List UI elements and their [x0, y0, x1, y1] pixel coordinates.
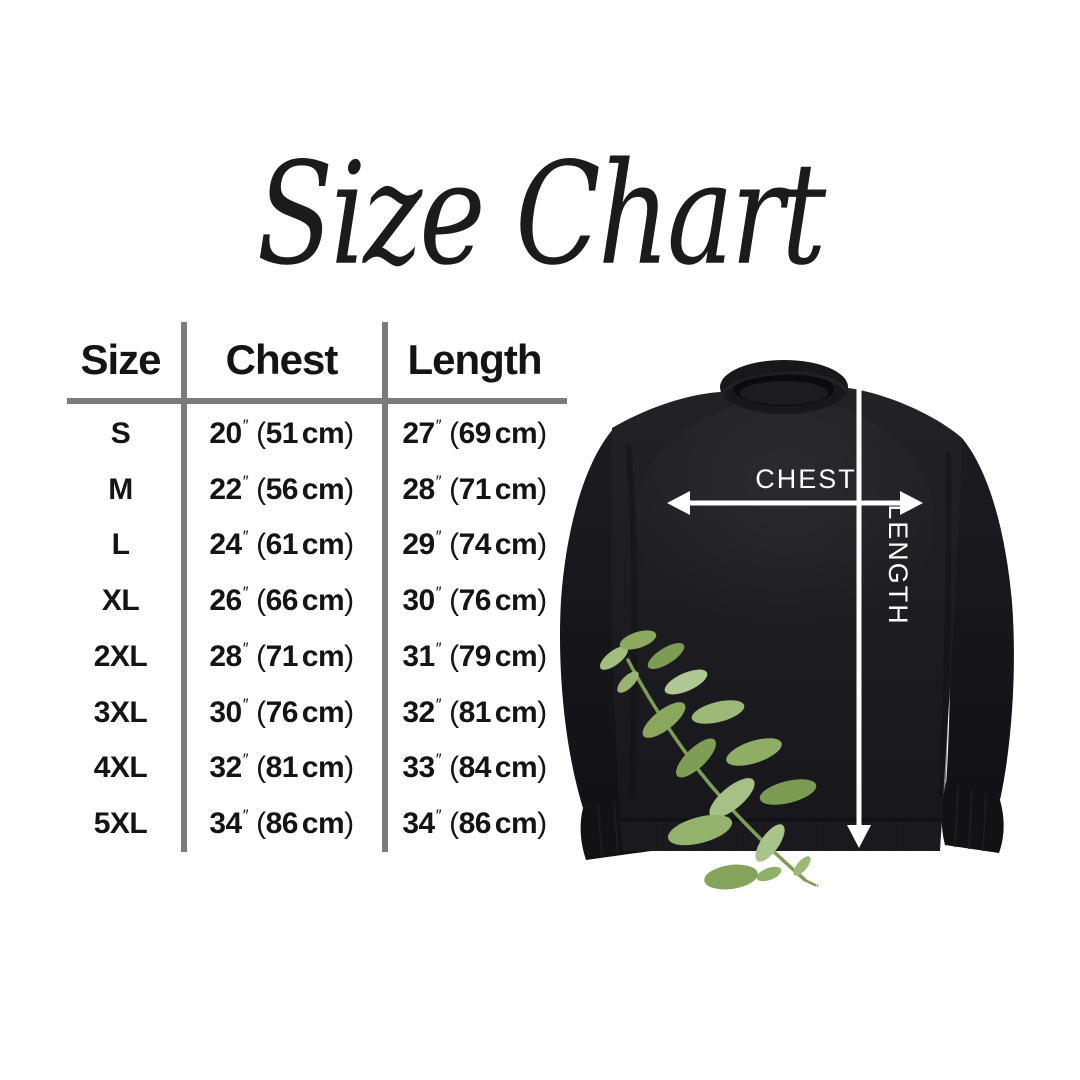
- header-chest: Chest: [225, 336, 339, 383]
- size-cell: M: [108, 472, 133, 506]
- chest-cell: 32 ″(81 cm): [209, 751, 354, 785]
- table-row: XL 26 ″(66 cm) 30 ″(76 cm): [60, 573, 567, 629]
- table-row: 2XL 28 ″(71 cm) 31 ″(79 cm): [60, 629, 567, 685]
- length-cell: 31 ″(79 cm): [402, 639, 547, 673]
- chest-cell: 24 ″(61 cm): [209, 528, 354, 562]
- length-cell: 33 ″(84 cm): [402, 751, 547, 785]
- table-header-row: Size Chest Length: [60, 322, 567, 398]
- length-cell: 28 ″(71 cm): [402, 472, 547, 506]
- length-cell: 34 ″(86 cm): [402, 807, 547, 841]
- size-cell: 2XL: [93, 639, 148, 673]
- length-cell: 32 ″(81 cm): [402, 695, 547, 729]
- chest-cell: 34 ″(86 cm): [209, 807, 354, 841]
- size-cell: 4XL: [93, 751, 148, 785]
- chest-arrow: [667, 491, 923, 515]
- length-arrow: [847, 360, 871, 848]
- sweatshirt-right-sleeve: [941, 438, 1014, 853]
- chest-cell: 28 ″(71 cm): [209, 639, 354, 673]
- table-body: S 20 ″(51 cm) 27 ″(69 cm) M 22 ″(56 cm) 28 ″(71 c…: [60, 406, 567, 852]
- chest-cell: 26 ″(66 cm): [209, 584, 354, 618]
- header-size: Size: [80, 336, 161, 383]
- table-row: S 20 ″(51 cm) 27 ″(69 cm): [60, 406, 567, 462]
- column-divider-2: [382, 322, 388, 852]
- table-row: 5XL 34 ″(86 cm) 34 ″(86 cm): [60, 796, 567, 852]
- column-divider-1: [181, 322, 187, 852]
- table-row: M 22 ″(56 cm) 28 ″(71 cm): [60, 462, 567, 518]
- length-cell: 27 ″(69 cm): [402, 416, 547, 450]
- size-cell: L: [111, 528, 130, 562]
- size-table: Size Chest Length S 20 ″(51 cm) 27 ″(69 cm) M…: [60, 322, 567, 852]
- chest-cell: 30 ″(76 cm): [209, 695, 354, 729]
- page-title: Size Chart: [256, 132, 827, 297]
- size-cell: S: [110, 416, 131, 450]
- length-label: LENGTH: [883, 504, 913, 626]
- size-cell: 3XL: [93, 695, 148, 729]
- table-row: 4XL 32 ″(81 cm) 33 ″(84 cm): [60, 741, 567, 797]
- header-divider: [67, 398, 567, 404]
- chest-cell: 20 ″(51 cm): [209, 416, 354, 450]
- size-cell: XL: [101, 584, 140, 618]
- sweatshirt-diagram: CHEST LENGTH: [559, 360, 1014, 890]
- title-wrap: Size Chart: [0, 137, 1080, 292]
- length-cell: 30 ″(76 cm): [402, 584, 547, 618]
- table-row: L 24 ″(61 cm) 29 ″(74 cm): [60, 518, 567, 574]
- chest-cell: 22 ″(56 cm): [209, 472, 354, 506]
- length-cell: 29 ″(74 cm): [402, 528, 547, 562]
- table-row: 3XL 30 ″(76 cm) 32 ″(81 cm): [60, 685, 567, 741]
- collar: [720, 360, 848, 414]
- chest-label: CHEST: [755, 464, 857, 494]
- leaf-branch: [599, 630, 819, 890]
- leaves: [599, 630, 817, 890]
- header-length: Length: [407, 336, 543, 383]
- size-cell: 5XL: [93, 807, 148, 841]
